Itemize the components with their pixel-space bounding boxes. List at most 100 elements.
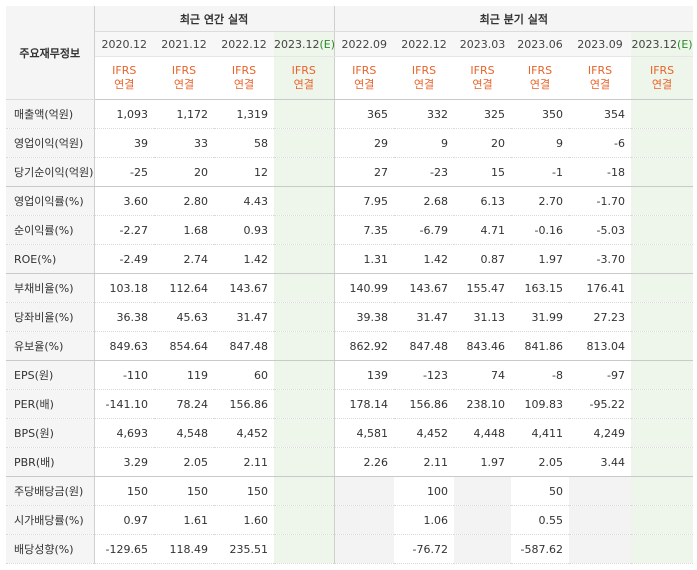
value-cell [631,244,694,274]
value-cell [274,389,335,419]
row-label: ROE(%) [6,244,95,274]
value-cell: 6.13 [454,186,512,216]
value-cell: -6 [569,128,632,158]
value-cell: 20 [154,157,214,187]
value-cell: 3.60 [94,186,154,216]
value-cell [631,476,694,506]
ifrs-label: IFRS [587,64,613,77]
value-cell: -129.65 [94,534,154,564]
period-quarter-2: 2023.03 [454,31,512,57]
value-cell [454,476,512,506]
value-cell [454,534,512,564]
value-cell: 1.31 [333,244,395,274]
value-cell: 15 [454,157,512,187]
value-cell: 354 [569,99,632,129]
table-row: 당기순이익(억원) -25 20 12 27 -23 15 -1 -18 [6,157,694,187]
value-cell: 1.68 [154,215,214,245]
consolidated-label: 연결 [589,78,611,91]
value-cell: 39 [94,128,154,158]
row-label: PBR(배) [6,447,95,477]
value-cell: 4,249 [569,418,632,448]
value-cell: 9 [511,128,570,158]
period-quarter-3: 2023.06 [511,31,570,57]
value-cell: 238.10 [454,389,512,419]
row-label: EPS(원) [6,360,95,390]
row-label: 매출액(억원) [6,99,95,129]
ifrs-cell: IFRS 연결 [631,56,694,100]
value-cell: 1.61 [154,505,214,535]
value-cell: -8 [511,360,570,390]
value-cell: 78.24 [154,389,214,419]
value-cell: 163.15 [511,273,570,303]
ifrs-cell: IFRS 연결 [569,56,632,100]
row-label: 영업이익률(%) [6,186,95,216]
table-row: PER(배) -141.10 78.24 156.86 178.14 156.86 238.… [6,389,694,419]
value-cell: 0.55 [511,505,570,535]
value-cell: 60 [214,360,274,390]
ifrs-label: IFRS [112,64,137,77]
value-cell: 29 [333,128,395,158]
value-cell: 350 [511,99,570,129]
ifrs-label: IFRS [649,64,675,77]
value-cell: -97 [569,360,632,390]
period-label: 2023.03 [459,37,506,51]
value-cell: 4,581 [333,418,395,448]
value-cell: 0.87 [454,244,512,274]
estimate-mark: (E) [677,37,693,51]
ifrs-cell: IFRS 연결 [333,56,395,100]
value-cell [274,534,335,564]
value-cell: -110 [94,360,154,390]
table-row: 시가배당률(%) 0.97 1.61 1.60 1.06 0.55 [6,505,694,535]
value-cell [631,418,694,448]
value-cell: 1,319 [214,99,274,129]
period-label: 2020.12 [101,37,148,51]
ifrs-cell: IFRS 연결 [394,56,455,100]
table-row: 영업이익(억원) 39 33 58 29 9 20 9 -6 [6,128,694,158]
table-row: ROE(%) -2.49 2.74 1.42 1.31 1.42 0.87 1.97 -3.70 [6,244,694,274]
consolidated-label: 연결 [413,78,435,91]
value-cell [569,534,632,564]
value-cell: 4,411 [511,418,570,448]
period-annual-2: 2022.12 [214,31,274,57]
value-cell: 27.23 [569,302,632,332]
value-cell: 2.74 [154,244,214,274]
value-cell: -18 [569,157,632,187]
value-cell: -1 [511,157,570,187]
value-cell: 156.86 [394,389,455,419]
value-cell: -0.16 [511,215,570,245]
ifrs-label: IFRS [231,64,257,77]
value-cell [569,505,632,535]
value-cell [274,99,335,129]
row-label: 주당배당금(원) [6,476,95,506]
value-cell: 2.70 [511,186,570,216]
value-cell: 45.63 [154,302,214,332]
value-cell: -1.70 [569,186,632,216]
value-cell: 58 [214,128,274,158]
value-cell [333,534,395,564]
row-label: PER(배) [6,389,95,419]
value-cell: 2.11 [214,447,274,477]
value-cell [274,273,335,303]
value-cell [274,186,335,216]
value-cell: 150 [94,476,154,506]
value-cell: 843.46 [454,331,512,361]
annual-group-header: 최근 연간 실적 [94,6,335,32]
value-cell [631,331,694,361]
value-cell: -95.22 [569,389,632,419]
value-cell: 7.95 [333,186,395,216]
value-cell [274,476,335,506]
value-cell: 143.67 [214,273,274,303]
value-cell [333,476,395,506]
row-label: 당좌비율(%) [6,302,95,332]
row-label: 순이익률(%) [6,215,95,245]
value-cell: 100 [394,476,455,506]
value-cell: -587.62 [511,534,570,564]
period-label: 2023.06 [517,37,563,51]
corner-label: 주요재무정보 [6,6,95,100]
value-cell [274,244,335,274]
value-cell: 4,452 [394,418,455,448]
table-row: PBR(배) 3.29 2.05 2.11 2.26 2.11 1.97 2.05 3.44 [6,447,694,477]
value-cell [631,99,694,129]
period-label: 2022.12 [401,37,447,51]
table-row: 유보율(%) 849.63 854.64 847.48 862.92 847.48 843.… [6,331,694,361]
